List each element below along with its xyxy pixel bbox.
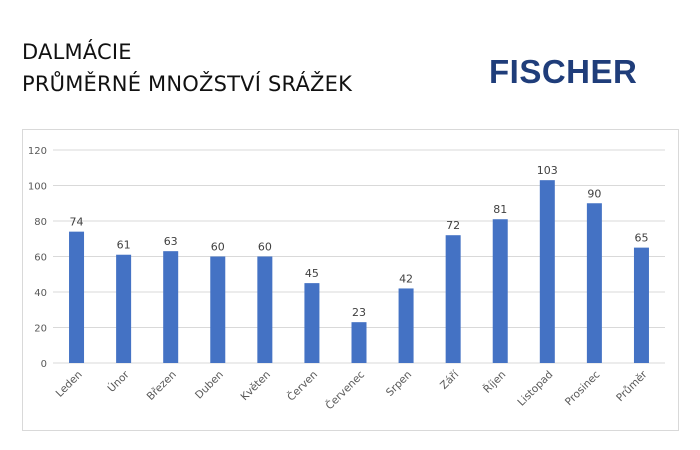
- data-label: 63: [164, 235, 178, 248]
- x-tick-label: Listopad: [515, 369, 555, 409]
- title-region: DALMÁCIE: [22, 40, 132, 64]
- y-tick-label: 80: [34, 217, 47, 228]
- x-tick-label: Prosinec: [563, 368, 603, 408]
- x-tick-label: Září: [438, 368, 462, 392]
- bar: [492, 219, 508, 363]
- x-tick-label: Květen: [238, 369, 273, 404]
- data-label: 72: [446, 219, 460, 232]
- bar: [351, 322, 367, 363]
- y-tick-label: 120: [28, 146, 47, 157]
- bar: [586, 203, 602, 363]
- fischer-logo: FISCHER: [489, 53, 638, 90]
- bar: [116, 254, 132, 363]
- bar: [633, 247, 649, 363]
- bar: [163, 251, 179, 363]
- bar: [69, 231, 85, 363]
- x-tick-label: Průměr: [614, 368, 650, 404]
- chart-title-block: DALMÁCIE PRŮMĚRNÉ MNOŽSTVÍ SRÁŽEK: [22, 36, 352, 100]
- y-tick-label: 20: [34, 324, 47, 335]
- data-label: 42: [399, 272, 413, 285]
- x-tick-label: Březen: [145, 369, 179, 403]
- bar: [304, 283, 320, 363]
- y-tick-label: 60: [34, 253, 47, 264]
- data-label: 61: [117, 239, 131, 252]
- x-tick-label: Červenec: [323, 368, 367, 412]
- data-label: 103: [537, 164, 558, 177]
- bar: [445, 235, 461, 363]
- data-label: 81: [493, 203, 507, 216]
- x-tick-label: Leden: [54, 369, 85, 400]
- bar: [539, 180, 555, 363]
- x-tick-label: Duben: [193, 369, 226, 402]
- bar: [398, 288, 414, 363]
- bar: [257, 256, 273, 363]
- data-label: 45: [305, 267, 319, 280]
- x-tick-label: Červen: [284, 368, 320, 404]
- bar-chart: 0 20 40 60 80 100 120 74 Leden 61 Únor 63 Březen 60 Du…: [28, 146, 665, 412]
- x-tick-label: Únor: [105, 367, 132, 394]
- data-label: 23: [352, 306, 366, 319]
- x-tick-label: Říjen: [481, 368, 509, 396]
- chart-area: 0 20 40 60 80 100 120 74 Leden 61 Únor 63 Březen 60 Du…: [22, 129, 679, 431]
- data-label: 74: [70, 216, 84, 229]
- title-subject: PRŮMĚRNÉ MNOŽSTVÍ SRÁŽEK: [22, 72, 353, 96]
- bar: [210, 256, 226, 363]
- y-tick-label: 0: [41, 359, 47, 370]
- y-tick-label: 40: [34, 288, 47, 299]
- data-label: 60: [211, 241, 225, 254]
- y-tick-label: 100: [28, 182, 47, 193]
- x-tick-label: Srpen: [384, 369, 414, 399]
- data-label: 65: [634, 232, 648, 245]
- data-label: 90: [587, 187, 601, 200]
- data-label: 60: [258, 241, 272, 254]
